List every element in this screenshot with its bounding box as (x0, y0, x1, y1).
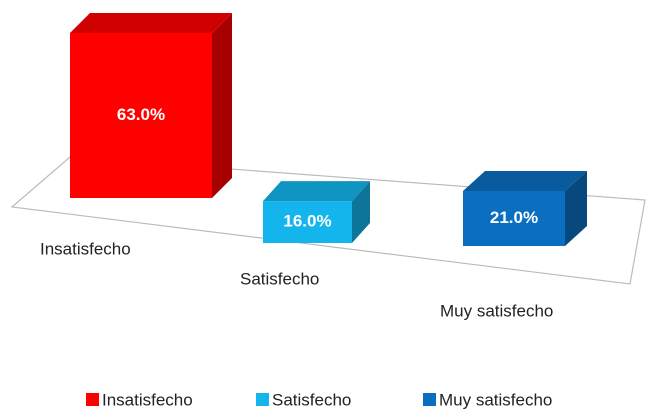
value-label: 63.0% (117, 105, 165, 124)
bar-side (352, 181, 370, 243)
bar-top (463, 170, 587, 191)
legend-label: Insatisfecho (102, 390, 193, 409)
bar-side (212, 12, 232, 198)
legend-label: Satisfecho (272, 390, 351, 409)
bar (263, 201, 352, 243)
bar (70, 32, 212, 198)
category-label: Satisfecho (240, 269, 319, 288)
legend-label: Muy satisfecho (439, 390, 552, 409)
bar-side (565, 170, 587, 246)
value-label: 21.0% (490, 208, 538, 227)
bar (463, 190, 565, 246)
legend-swatch (86, 393, 99, 406)
legend-swatch (256, 393, 269, 406)
bar-top (70, 12, 232, 33)
category-label: Insatisfecho (40, 239, 131, 258)
value-label: 16.0% (283, 212, 331, 231)
legend-swatch (423, 393, 436, 406)
floor (10, 156, 646, 285)
category-label: Muy satisfecho (440, 301, 553, 320)
bar-top (263, 181, 370, 202)
